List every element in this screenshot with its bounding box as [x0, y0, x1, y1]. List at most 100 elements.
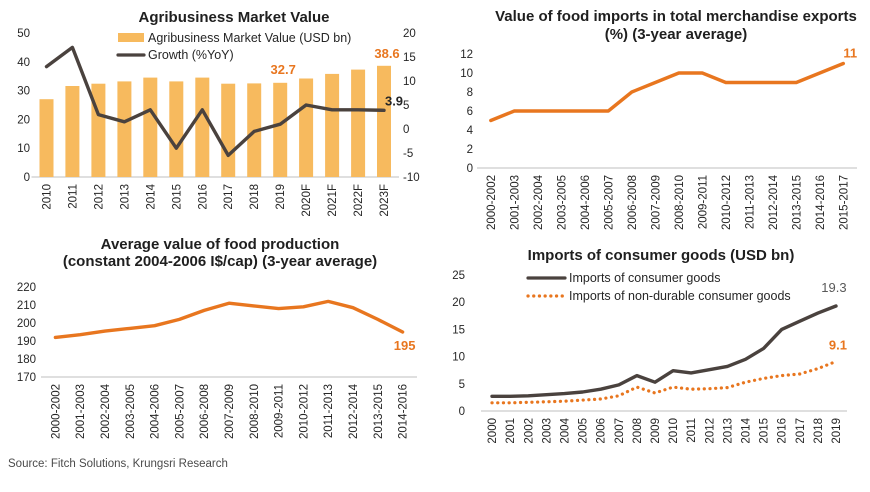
line-series [490, 304, 838, 399]
x-category-label: 2017 [223, 184, 235, 210]
x-category-label: 2006-2008 [199, 384, 211, 439]
x-category-label: 2005-2007 [603, 175, 615, 230]
data-label: 19.3 [821, 280, 846, 295]
x-category-label: 2002 [523, 418, 535, 444]
x-category-label: 2007-2009 [650, 175, 662, 230]
x-category-label: 2017 [795, 418, 807, 444]
x-category-label: 2013-2015 [373, 384, 385, 439]
x-category-label: 2010 [668, 418, 680, 444]
bar [325, 73, 340, 177]
x-category-label: 2014-2016 [815, 175, 827, 230]
x-category-label: 2022F [353, 184, 365, 217]
x-category-label: 2015 [759, 418, 771, 444]
secondary-y-axis-tick-label: 20 [403, 28, 416, 40]
line-series [490, 359, 838, 405]
bar [169, 81, 184, 177]
chart-title: Imports of consumer goods (USD bn) [528, 247, 795, 264]
secondary-y-axis-tick-label: -10 [403, 172, 420, 184]
y-axis-tick-label: 10 [452, 352, 465, 364]
x-category-label: 2007 [614, 418, 626, 444]
x-category-label: 2013-2015 [791, 175, 803, 230]
bar [351, 69, 366, 177]
x-category-label: 2021F [327, 184, 339, 217]
x-category-label: 2014-2016 [398, 384, 410, 439]
x-category-label: 2018 [813, 418, 825, 444]
chart-title: Value of food imports in total merchandi… [495, 8, 857, 25]
x-category-label: 2005 [578, 418, 590, 444]
y-axis-tick-label: 25 [452, 270, 465, 282]
bar [377, 65, 391, 177]
line-series [44, 45, 386, 158]
x-category-label: 2020F [301, 184, 313, 217]
y-axis-tick-label: 20 [452, 297, 465, 309]
x-category-label: 2012-2014 [348, 383, 360, 439]
data-label: 11 [843, 46, 857, 61]
y-axis-tick-label: 2 [467, 144, 473, 156]
x-category-label: 2015-2017 [838, 175, 850, 230]
x-category-label: 2008-2010 [249, 384, 261, 439]
data-label: 195 [394, 338, 416, 353]
x-category-label: 2012 [93, 184, 105, 210]
y-axis-tick-label: 30 [17, 86, 30, 98]
x-category-label: 2004-2006 [150, 384, 162, 439]
x-category-label: 2003-2005 [556, 175, 568, 230]
x-category-label: 2010-2012 [721, 175, 733, 230]
chart-consumer-goods-imports: Imports of consumer goods (USD bn) 0 5 10 15… [452, 247, 847, 444]
y-axis-tick-label: 180 [17, 354, 36, 366]
secondary-y-axis-tick-label: -5 [403, 148, 413, 160]
x-category-label: 2004-2006 [580, 175, 592, 230]
x-category-label: 2011-2013 [323, 384, 335, 438]
x-category-label: 2000 [487, 418, 499, 444]
x-category-label: 2012-2014 [768, 174, 780, 230]
legend-label: Imports of non-durable consumer goods [569, 289, 791, 303]
x-category-label: 2001-2003 [509, 175, 521, 230]
x-category-label: 2010 [41, 184, 53, 210]
bar [65, 86, 80, 177]
y-axis-tick-label: 190 [17, 336, 36, 348]
bar [273, 82, 288, 177]
secondary-y-axis-tick-label: 0 [403, 124, 409, 136]
x-category-label: 2013 [119, 184, 131, 210]
x-category-label: 2001 [505, 418, 517, 444]
y-axis-tick-label: 10 [460, 68, 473, 80]
x-category-label: 2004 [559, 417, 571, 443]
x-category-label: 2008 [632, 418, 644, 444]
x-category-label: 2011 [686, 418, 698, 443]
legend-label: Imports of consumer goods [569, 271, 720, 285]
y-axis-tick-label: 12 [460, 49, 473, 61]
y-axis-tick-label: 8 [467, 87, 473, 99]
y-axis-tick-label: 0 [467, 163, 473, 175]
chart-title: Average value of food production [101, 236, 340, 253]
x-category-label: 2013 [722, 418, 734, 444]
x-category-label: 2018 [249, 184, 261, 210]
legend-label: Agribusiness Market Value (USD bn) [148, 31, 351, 45]
x-category-label: 2014 [145, 183, 157, 209]
x-category-label: 2019 [275, 184, 287, 210]
x-category-label: 2008-2010 [674, 175, 686, 230]
x-category-label: 2005-2007 [174, 384, 186, 439]
source-note: Source: Fitch Solutions, Krungsri Resear… [8, 458, 228, 470]
x-category-label: 2019 [831, 418, 843, 444]
chart-food-imports-share: Value of food imports in total merchandi… [460, 8, 857, 230]
y-axis-tick-label: 6 [467, 106, 473, 118]
x-category-label: 2011-2013 [744, 175, 756, 229]
data-label: 9.1 [829, 337, 847, 352]
x-category-label: 2016 [777, 418, 789, 444]
y-axis-tick-label: 20 [17, 114, 30, 126]
x-category-label: 2015 [171, 184, 183, 210]
line-series [53, 299, 405, 340]
x-category-label: 2002-2004 [533, 174, 545, 230]
y-axis-tick-label: 0 [24, 172, 30, 184]
chart-title: (%) (3-year average) [605, 26, 748, 43]
y-axis-tick-label: 5 [459, 379, 465, 391]
bar [299, 78, 314, 177]
x-category-label: 2003-2005 [125, 384, 137, 439]
legend-bar-swatch [118, 33, 144, 42]
bar [39, 99, 54, 177]
bar [143, 77, 158, 177]
y-axis-tick-label: 170 [17, 372, 36, 384]
y-axis-tick-label: 220 [17, 282, 36, 294]
y-axis-tick-label: 10 [17, 143, 30, 155]
x-category-label: 2012 [704, 418, 716, 444]
legend-label: Growth (%YoY) [148, 48, 234, 62]
